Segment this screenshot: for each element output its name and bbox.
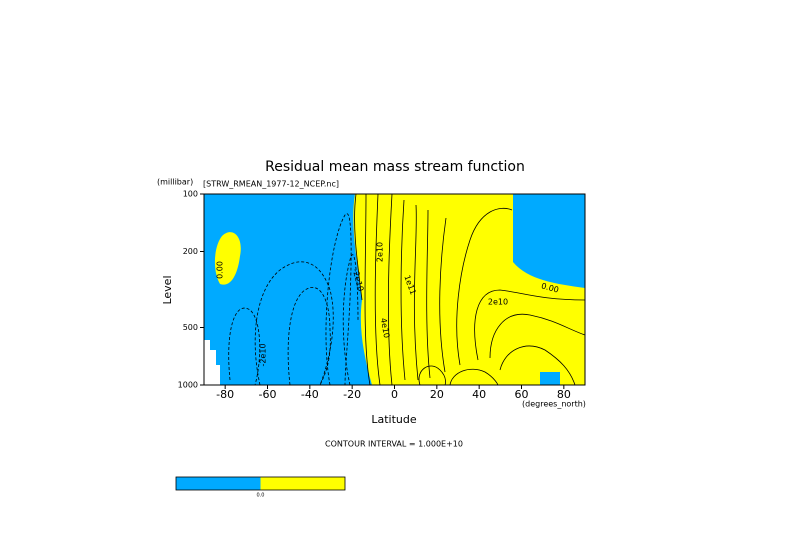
y-tick-label: 500 (183, 323, 198, 332)
missing-region (204, 340, 220, 385)
colorbar-negative (176, 477, 261, 490)
x-tick-label: -20 (343, 388, 361, 401)
x-tick-label: -80 (216, 388, 234, 401)
contour-line (228, 307, 261, 386)
contour-label: 0.00 (216, 261, 225, 279)
x-tick-label: 60 (515, 388, 529, 401)
chart-title: Residual mean mass stream function (265, 159, 525, 175)
y-axis-label: Level (161, 275, 174, 304)
contour-line (374, 193, 381, 386)
contour-line (254, 261, 334, 386)
positive-region (214, 232, 241, 285)
colorbar-label: 0.0 (257, 493, 265, 499)
contour-line (474, 289, 586, 361)
x-tick-label: -60 (259, 388, 277, 401)
contour-line (354, 193, 363, 301)
contour-line (325, 213, 352, 386)
positive-region (353, 194, 585, 385)
contour-label: 0.00 (540, 281, 560, 294)
y-tick-label: 200 (183, 247, 198, 256)
x-tick-label: 40 (472, 388, 486, 401)
y-tick-label: 1000 (178, 381, 198, 390)
contour-label: 2e10 (488, 298, 508, 307)
contour-line (400, 199, 406, 381)
subtitle: [STRW_RMEAN_1977-12_NCEP.nc] (203, 180, 339, 189)
contour-label: -2e10 (259, 343, 268, 366)
contour-line (449, 368, 499, 386)
contour-line (413, 204, 419, 381)
y-tick-label: 100 (183, 190, 198, 199)
footer: CONTOUR INTERVAL = 1.000E+10 (325, 440, 463, 449)
contour-line (426, 209, 431, 379)
contour-line (456, 207, 513, 366)
y-unit: (millibar) (157, 178, 193, 187)
x-axis-label: Latitude (371, 413, 417, 426)
x-tick-label: 0 (391, 388, 398, 401)
contour-line (489, 313, 586, 359)
x-tick-label: 20 (430, 388, 444, 401)
contour-line (342, 254, 359, 386)
x-tick-label: 80 (557, 388, 571, 401)
contour-line (439, 217, 447, 373)
x-unit: (degrees_north) (522, 400, 586, 409)
contour-label: 4e10 (379, 317, 391, 338)
x-tick-label: -40 (301, 388, 319, 401)
contour-line (388, 193, 393, 386)
contour-label: 2e10 (376, 242, 385, 262)
colorbar: 0.0 (175, 476, 346, 499)
contour-line (499, 345, 576, 386)
contour-line (418, 365, 446, 386)
colorbar-frame (175, 476, 346, 491)
contour-line (364, 193, 371, 386)
contour-line (287, 287, 331, 386)
colorbar-positive (260, 477, 345, 490)
